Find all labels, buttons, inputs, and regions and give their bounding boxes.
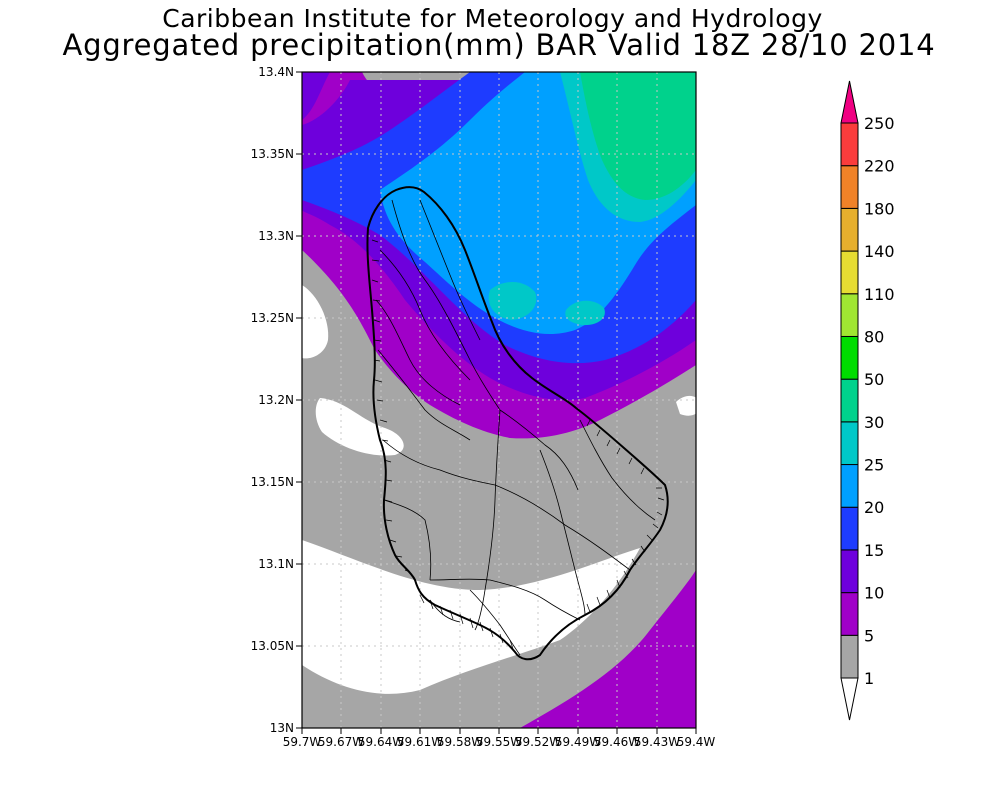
- colorbar-label: 110: [864, 285, 895, 304]
- x-tick-label: 59.43W: [634, 735, 680, 749]
- band-lt1-east: [676, 395, 696, 416]
- y-tick-label: 13.25N: [251, 311, 294, 325]
- y-tick-label: 13.05N: [251, 639, 294, 653]
- barbados-island: [366, 186, 669, 661]
- band-5-10-southeast: [520, 570, 696, 728]
- y-tick-label: 13.15N: [251, 475, 294, 489]
- colorbar-label: 50: [864, 370, 884, 389]
- x-tick-label: 59.58W: [437, 735, 483, 749]
- x-tick-label: 59.52W: [515, 735, 561, 749]
- colorbar-label: 250: [864, 114, 895, 133]
- colorbar-swatch: [840, 592, 859, 636]
- band-lt1-west: [302, 285, 329, 359]
- colorbar-label: 10: [864, 584, 884, 603]
- colorbar-swatch: [840, 250, 859, 295]
- chart-title-line2: Aggregated precipitation(mm) BAR Valid 1…: [62, 28, 936, 62]
- x-tick-label: 59.7W: [283, 735, 322, 749]
- colorbar-label: 220: [864, 157, 895, 176]
- x-tick-label: 59.46W: [594, 735, 640, 749]
- band-30-50: [580, 72, 696, 200]
- colorbar-swatch: [840, 293, 859, 337]
- colorbar-swatch: [840, 464, 859, 508]
- y-tick-label: 13N: [270, 721, 294, 735]
- x-tick-marks: [301, 728, 697, 734]
- x-tick-label: 59.55W: [476, 735, 522, 749]
- band-25-30-small: [565, 300, 605, 326]
- colorbar-swatch: [840, 506, 859, 551]
- colorbar-label: 20: [864, 498, 884, 517]
- band-25-30-center: [488, 281, 537, 320]
- y-tick-label: 13.2N: [258, 393, 294, 407]
- colorbar-label: 1: [864, 669, 874, 688]
- colorbar-swatch: [840, 421, 859, 466]
- colorbar-label: 25: [864, 456, 884, 475]
- band-lt1-south: [302, 540, 640, 694]
- y-tick-label: 13.4N: [258, 65, 294, 79]
- colorbar-label: 180: [864, 199, 895, 218]
- colorbar-label: 5: [864, 626, 874, 645]
- precip-field: [302, 72, 696, 728]
- x-tick-label: 59.64W: [358, 735, 404, 749]
- chart-title-line1: Caribbean Institute for Meteorology and …: [162, 4, 823, 33]
- colorbar-swatch: [840, 634, 859, 679]
- colorbar-swatch: [840, 122, 859, 167]
- band-lt1-west2: [315, 398, 404, 456]
- x-tick-label: 59.49W: [555, 735, 601, 749]
- colorbar-swatch: [840, 165, 859, 209]
- x-tick-label: 59.67W: [318, 735, 364, 749]
- colorbar-label: 80: [864, 327, 884, 346]
- y-tick-label: 13.1N: [258, 557, 294, 571]
- x-tick-label: 59.4W: [677, 735, 716, 749]
- colorbar-swatch: [840, 549, 859, 594]
- colorbar-triangle-high: [840, 80, 859, 124]
- colorbar-label: 140: [864, 242, 895, 261]
- colorbar-swatch: [840, 207, 859, 252]
- colorbar-label: 15: [864, 541, 884, 560]
- colorbar-label: 30: [864, 413, 884, 432]
- colorbar-swatch: [840, 335, 859, 380]
- colorbar-triangle-low: [840, 677, 859, 721]
- y-tick-marks: [296, 71, 302, 729]
- y-tick-label: 13.35N: [251, 147, 294, 161]
- y-tick-label: 13.3N: [258, 229, 294, 243]
- colorbar-swatch: [840, 378, 859, 423]
- x-tick-label: 59.61W: [397, 735, 443, 749]
